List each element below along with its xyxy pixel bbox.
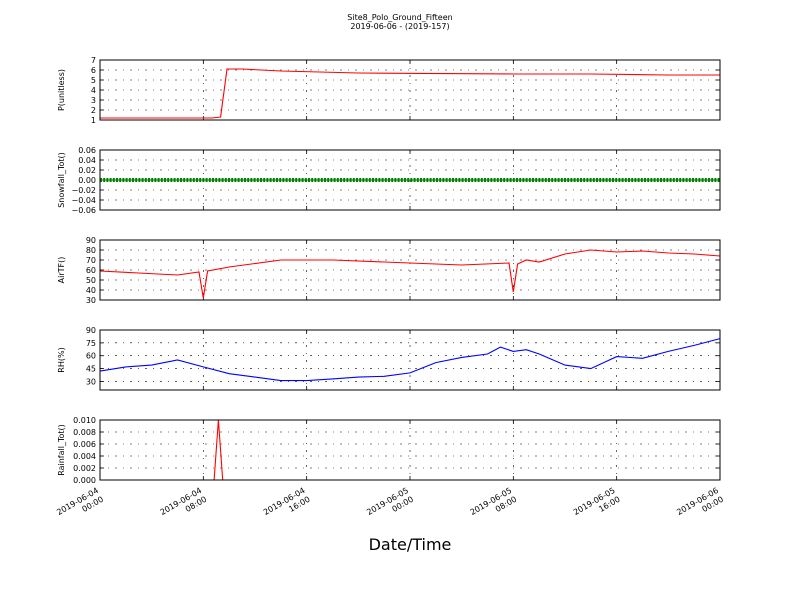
axes-frame xyxy=(99,419,721,481)
y-tick-label: 2 xyxy=(91,106,96,115)
y-tick-label: 6 xyxy=(91,66,96,75)
y-axis-label: RH(%) xyxy=(57,347,66,372)
axes-frame xyxy=(99,239,721,301)
y-tick-label: 90 xyxy=(86,236,96,245)
x-tick-label: 2019-06-0416:00 xyxy=(262,486,312,526)
axes-frame xyxy=(99,59,721,121)
y-tick-label: 45 xyxy=(86,365,96,374)
y-tick-label: 0.006 xyxy=(73,440,96,449)
x-tick-label: 2019-06-0400:00 xyxy=(55,486,105,526)
y-axis-label: Rainfall_Tot() xyxy=(57,424,66,476)
x-tick-label: 2019-06-0500:00 xyxy=(365,486,415,526)
y-tick-label: 0.002 xyxy=(73,464,96,473)
panel-4: 30 45 60 75 90 RH(%) xyxy=(57,326,721,391)
y-tick-label: 40 xyxy=(86,286,96,295)
y-tick-label: 50 xyxy=(86,276,96,285)
series-line xyxy=(100,68,720,119)
y-tick-label: 0.04 xyxy=(78,156,96,165)
y-tick-label: 30 xyxy=(86,296,96,305)
y-tick-label: 3 xyxy=(91,96,96,105)
y-tick-label: −0.02 xyxy=(71,186,96,195)
panel-5: 0.000 0.002 0.004 0.006 0.008 0.010 Rainfall_T… xyxy=(55,416,725,526)
y-tick-label: −0.04 xyxy=(71,196,96,205)
y-tick-label: 0.02 xyxy=(78,166,96,175)
y-tick-label: 5 xyxy=(91,76,96,85)
y-tick-label: −0.06 xyxy=(71,206,96,215)
y-tick-label: 1 xyxy=(91,116,96,125)
y-tick-label: 0.00 xyxy=(78,176,96,185)
y-axis-label: AirTF() xyxy=(57,257,66,284)
y-tick-label: 0.008 xyxy=(73,428,96,437)
x-tick-label: 2019-06-0516:00 xyxy=(572,486,622,526)
panel-2: −0.06−0.04−0.020.000.020.040.06 Snowfall_… xyxy=(57,146,721,215)
y-tick-label: 30 xyxy=(86,377,96,386)
figure-subtitle: 2019-06-06 - (2019-157) xyxy=(350,22,449,31)
y-tick-label: 0.06 xyxy=(78,146,96,155)
y-tick-label: 0.010 xyxy=(73,416,96,425)
x-tick-label: 2019-06-0408:00 xyxy=(159,486,209,526)
y-tick-label: 70 xyxy=(86,256,96,265)
panels: 1234567P(unitless)−0.06−0.04−0.020.000.0… xyxy=(55,56,725,526)
y-tick-label: 60 xyxy=(86,266,96,275)
axes-frame xyxy=(99,149,721,211)
y-tick-label: 0.004 xyxy=(73,452,96,461)
y-tick-label: 7 xyxy=(91,56,96,65)
y-axis-label: P(unitless) xyxy=(57,69,66,111)
y-tick-label: 4 xyxy=(91,86,96,95)
series-line xyxy=(99,249,721,299)
y-tick-label: 90 xyxy=(86,326,96,335)
x-axis-label: Date/Time xyxy=(369,535,452,554)
axes-frame xyxy=(99,329,721,391)
y-axis-label: Snowfall_Tot() xyxy=(57,152,66,208)
x-tick-label: 2019-06-0508:00 xyxy=(469,486,519,526)
y-tick-label: 0.000 xyxy=(73,476,96,485)
series-line xyxy=(99,338,721,382)
figure-title: Site8_Polo_Ground_Fifteen xyxy=(347,13,452,22)
y-tick-label: 75 xyxy=(86,339,96,348)
y-tick-label: 80 xyxy=(86,246,96,255)
x-tick-label: 2019-06-0600:00 xyxy=(675,486,725,526)
y-tick-label: 60 xyxy=(86,352,96,361)
